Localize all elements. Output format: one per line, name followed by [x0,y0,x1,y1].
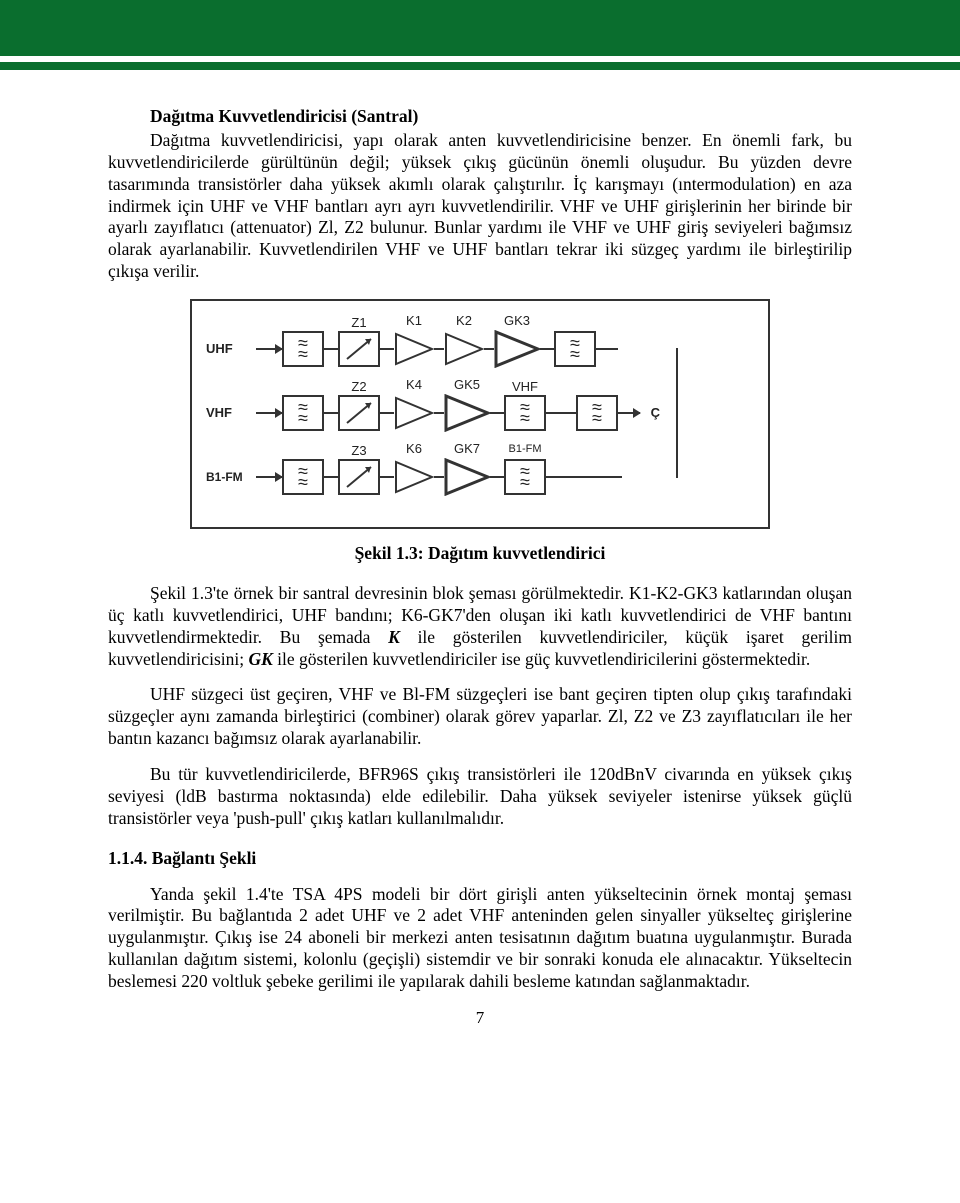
filter-icon: ≈≈ [520,402,530,424]
diagram-row-b1fm: B1-FM ≈≈ Z3 K6 [206,445,754,509]
block-label-vhf: VHF [506,379,544,395]
page-number: 7 [108,1007,852,1028]
wire [484,348,494,350]
attenuator-icon [345,465,373,489]
amp-icon [394,332,434,366]
block-label-k1: K1 [394,313,434,329]
filter-icon: ≈≈ [520,466,530,488]
block-label-z3: Z3 [340,443,378,459]
amp-block: K4 [394,395,434,431]
wire [380,412,394,414]
amp-block: K6 [394,459,434,495]
filter-block: ≈≈ [554,331,596,367]
header-band [0,0,960,70]
input-label-b1fm: B1-FM [206,470,256,485]
amp-icon [444,332,484,366]
filter-icon: ≈≈ [298,402,308,424]
paragraph-2: Şekil 1.3'te örnek bir santral devresini… [108,583,852,671]
arrow-icon [256,412,282,414]
header-band-dark [0,0,960,56]
paragraph-3: UHF süzgeci üst geçiren, VHF ve Bl-FM sü… [108,684,852,750]
page-content: Dağıtma Kuvvetlendiricisi (Santral) Dağı… [0,70,960,1028]
wire [490,476,504,478]
block-label-gk3: GK3 [494,313,540,329]
block-label-k6: K6 [394,441,434,457]
power-amp-block: GK7 [444,459,490,495]
filter-block: ≈≈ [282,395,324,431]
header-band-thin [0,62,960,70]
section-title: Dağıtma Kuvvetlendiricisi (Santral) [108,106,852,128]
variable-k: K [388,627,400,647]
paragraph-5: Yanda şekil 1.4'te TSA 4PS modeli bir dö… [108,884,852,993]
power-amp-icon [444,394,490,432]
wire [380,348,394,350]
figure-1-3: UHF ≈≈ Z1 K1 [108,299,852,529]
block-label-gk7: GK7 [444,441,490,457]
paragraph-4: Bu tür kuvvetlendiricilerde, BFR96S çıkı… [108,764,852,830]
amp-icon [394,396,434,430]
wire [434,412,444,414]
combiner-bus [676,348,678,478]
wire [324,348,338,350]
power-amp-icon [444,458,490,496]
paragraph-2-part-c: ile gösterilen kuvvetlendiriciler ise gü… [273,649,810,669]
paragraph-1: Dağıtma kuvvetlendiricisi, yapı olarak a… [108,130,852,283]
wire [324,476,338,478]
wire [434,476,444,478]
block-label-k4: K4 [394,377,434,393]
filter-block: ≈≈ [282,459,324,495]
input-label-vhf: VHF [206,405,256,421]
attenuator-block: Z3 [338,459,380,495]
input-label-uhf: UHF [206,341,256,357]
arrow-icon [618,412,640,414]
subsection-title: 1.1.4. Bağlantı Şekli [108,848,852,870]
filter-block-b1fm: B1-FM ≈≈ [504,459,546,495]
arrow-icon [256,348,282,350]
wire [546,412,576,414]
block-label-b1fm: B1-FM [506,443,544,457]
diagram-row-vhf: VHF ≈≈ Z2 K4 [206,381,754,445]
wire [546,476,622,478]
power-amp-block: GK3 [494,331,540,367]
attenuator-block: Z2 [338,395,380,431]
power-amp-icon [494,330,540,368]
wire [434,348,444,350]
amp-block: K1 [394,331,434,367]
wire [324,412,338,414]
variable-gk: GK [248,649,272,669]
figure-caption: Şekil 1.3: Dağıtım kuvvetlendirici [108,543,852,565]
amp-block: K2 [444,331,484,367]
block-label-z1: Z1 [340,315,378,331]
wire [380,476,394,478]
output-label: Ç [640,405,660,421]
filter-icon: ≈≈ [570,338,580,360]
arrow-icon [256,476,282,478]
filter-icon: ≈≈ [298,338,308,360]
filter-block: ≈≈ [282,331,324,367]
attenuator-icon [345,337,373,361]
filter-block-vhf: VHF ≈≈ [504,395,546,431]
block-label-z2: Z2 [340,379,378,395]
block-label-k2: K2 [444,313,484,329]
block-label-gk5: GK5 [444,377,490,393]
attenuator-block: Z1 [338,331,380,367]
attenuator-icon [345,401,373,425]
filter-block-out: ≈≈ [576,395,618,431]
wire [596,348,618,350]
wire [540,348,554,350]
wire [490,412,504,414]
filter-icon: ≈≈ [592,402,602,424]
diagram-row-uhf: UHF ≈≈ Z1 K1 [206,317,754,381]
amp-icon [394,460,434,494]
power-amp-block: GK5 [444,395,490,431]
filter-icon: ≈≈ [298,466,308,488]
block-diagram: UHF ≈≈ Z1 K1 [190,299,770,529]
